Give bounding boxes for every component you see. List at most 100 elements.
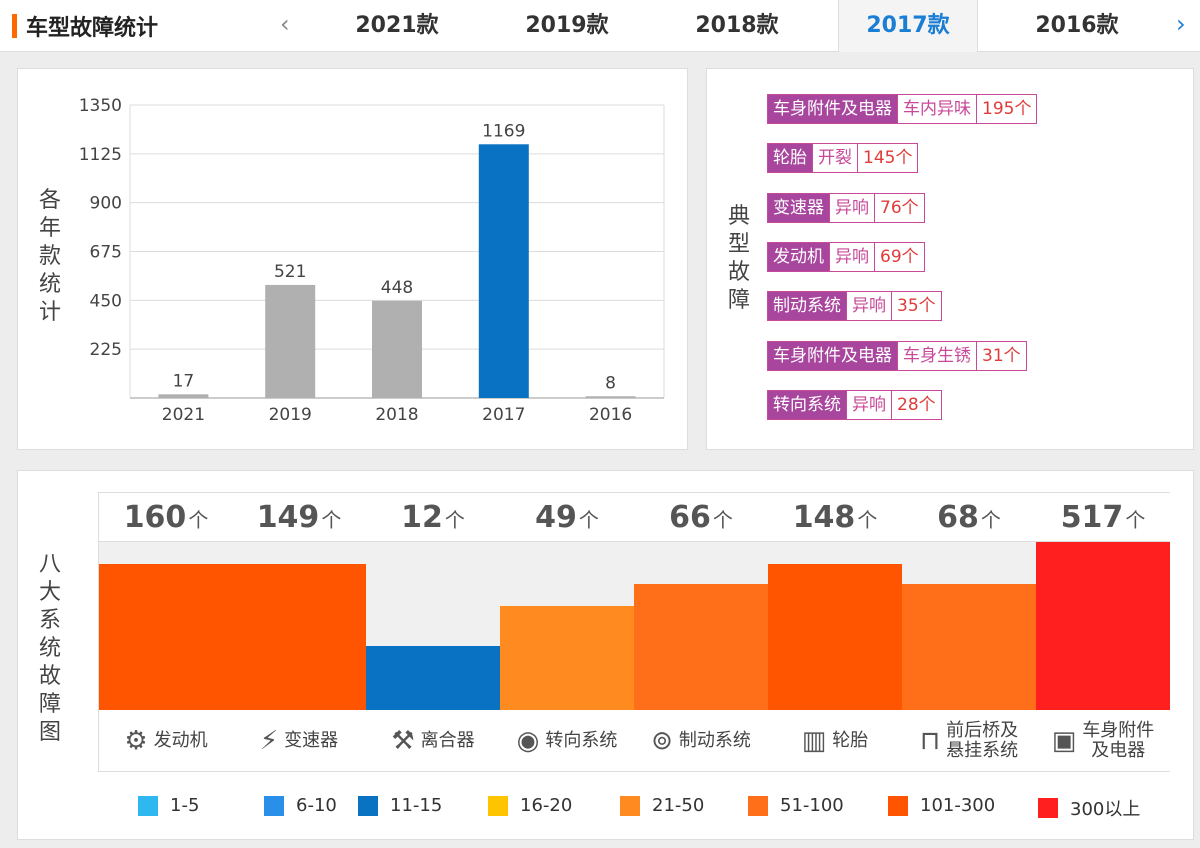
vtitle-char: 统 — [38, 636, 61, 661]
system-count-unit: 个 — [857, 508, 878, 532]
system-count-value: 12 — [401, 500, 443, 535]
x-tick-label: 2016 — [589, 405, 632, 425]
system-label: ▣ 车身附件 及电器 — [1036, 710, 1170, 772]
system-name-line: 变速器 — [284, 729, 339, 751]
bar-2017 — [478, 144, 529, 398]
fault-system: 制动系统 — [767, 291, 847, 321]
system-column[interactable]: 49 个 ◉ 转向系统 — [500, 492, 634, 772]
system-bar — [99, 564, 233, 710]
battery-icon: ▣ — [1051, 725, 1077, 756]
legend-swatch — [748, 795, 768, 816]
legend-item: 6-10 — [264, 795, 337, 816]
system-column[interactable]: 149 个 ⚡ 变速器 — [232, 492, 366, 772]
system-label: ⚒ 离合器 — [366, 710, 500, 772]
system-column[interactable]: 68 个 ⊓ 前后桥及 悬挂系统 — [902, 492, 1036, 772]
system-name-line: 车身附件 — [1082, 719, 1155, 741]
tire-icon: ▥ — [801, 725, 827, 756]
fault-count: 76个 — [875, 193, 925, 223]
system-column[interactable]: 148 个 ▥ 轮胎 — [768, 492, 902, 772]
fault-system: 转向系统 — [767, 390, 847, 420]
system-name-line: 轮胎 — [832, 729, 869, 751]
fault-symptom: 异响 — [847, 291, 892, 321]
system-name-line: 前后桥及 — [946, 719, 1019, 741]
typical-fault-item[interactable]: 转向系统 异响 28个 — [767, 390, 942, 420]
system-name-line: 悬挂系统 — [946, 739, 1019, 761]
system-count: 68 个 — [902, 492, 1036, 542]
engine-icon: ⚙ — [124, 725, 148, 756]
legend-item: 1-5 — [138, 795, 199, 816]
data-label: 17 — [173, 371, 195, 391]
system-count-unit: 个 — [188, 508, 209, 532]
legend-label: 21-50 — [652, 795, 705, 816]
y-tick-label: 1350 — [79, 96, 122, 116]
next-arrow-icon[interactable]: › — [1176, 10, 1186, 38]
typical-fault-item[interactable]: 轮胎 开裂 145个 — [767, 143, 919, 173]
system-name-line: 离合器 — [420, 729, 475, 751]
legend-item: 101-300 — [888, 795, 995, 816]
system-column[interactable]: 160 个 ⚙ 发动机 — [98, 492, 233, 772]
fault-symptom: 开裂 — [813, 143, 858, 173]
legend-swatch — [488, 795, 508, 816]
system-name: 制动系统 — [678, 729, 751, 751]
fault-symptom: 异响 — [847, 390, 892, 420]
system-count-value: 49 — [535, 500, 577, 535]
x-tick-label: 2017 — [482, 405, 525, 425]
fault-symptom: 车内异味 — [898, 94, 977, 124]
typical-fault-item[interactable]: 车身附件及电器 车内异味 195个 — [767, 94, 1038, 124]
data-label: 1169 — [482, 121, 525, 141]
vtitle-char: 计 — [38, 300, 61, 325]
y-tick-label: 450 — [90, 291, 122, 311]
system-name: 车身附件 及电器 — [1082, 719, 1155, 761]
fault-system: 变速器 — [767, 193, 830, 223]
brake-disc-icon: ⊚ — [651, 725, 673, 756]
system-column[interactable]: 517 个 ▣ 车身附件 及电器 — [1036, 492, 1170, 772]
system-bar — [1036, 542, 1170, 710]
typical-fault-item[interactable]: 车身附件及电器 车身生锈 31个 — [767, 341, 1027, 371]
fault-symptom: 异响 — [830, 193, 875, 223]
legend-item: 16-20 — [488, 795, 572, 816]
prev-arrow-icon[interactable]: ‹ — [280, 10, 290, 38]
system-count: 49 个 — [500, 492, 634, 542]
tab-2021[interactable]: 2021款 — [355, 13, 439, 38]
x-tick-label: 2021 — [162, 405, 205, 425]
legend-swatch — [264, 795, 284, 816]
system-count-unit: 个 — [578, 508, 599, 532]
system-name-line: 制动系统 — [678, 729, 751, 751]
legend-label: 11-15 — [390, 795, 443, 816]
system-count-value: 66 — [669, 500, 711, 535]
vtitle-char: 障 — [727, 288, 750, 313]
vtitle-char: 大 — [38, 580, 61, 605]
tab-2017[interactable]: 2017款 — [838, 0, 978, 52]
tab-2018[interactable]: 2018款 — [695, 13, 779, 38]
y-tick-label: 1125 — [79, 145, 122, 165]
system-count: 160 个 — [99, 492, 233, 542]
typical-fault-item[interactable]: 发动机 异响 69个 — [767, 242, 925, 272]
fault-count: 35个 — [892, 291, 942, 321]
legend-swatch — [888, 795, 908, 816]
yearly-bar-chart: 225 450 675 900 1125 1350 17 2021 521 2019 448 2018… — [79, 96, 665, 425]
system-count-unit: 个 — [712, 508, 733, 532]
system-name: 变速器 — [284, 729, 339, 751]
gear-shift-icon: ⚡ — [259, 725, 279, 756]
vtitle-char: 各 — [38, 188, 61, 213]
tab-2019[interactable]: 2019款 — [525, 13, 609, 38]
y-tick-label: 225 — [90, 340, 122, 360]
system-bar — [500, 606, 634, 710]
steering-wheel-icon: ◉ — [516, 725, 540, 756]
system-label: ⚡ 变速器 — [232, 710, 366, 772]
vtitle-char: 八 — [38, 552, 61, 577]
legend-label: 1-5 — [170, 795, 200, 816]
typical-fault-item[interactable]: 变速器 异响 76个 — [767, 193, 925, 223]
system-column[interactable]: 66 个 ⊚ 制动系统 — [634, 492, 768, 772]
system-column[interactable]: 12 个 ⚒ 离合器 — [366, 492, 500, 772]
legend-item: 21-50 — [620, 795, 704, 816]
vtitle-char: 年 — [38, 216, 61, 241]
system-name: 轮胎 — [832, 729, 869, 751]
tab-2016[interactable]: 2016款 — [1035, 13, 1119, 38]
fault-count: 195个 — [977, 94, 1038, 124]
system-bar — [634, 584, 768, 710]
system-count-unit: 个 — [1125, 508, 1146, 532]
fault-count: 31个 — [977, 341, 1027, 371]
typical-fault-item[interactable]: 制动系统 异响 35个 — [767, 291, 942, 321]
bar-2019 — [265, 284, 316, 398]
